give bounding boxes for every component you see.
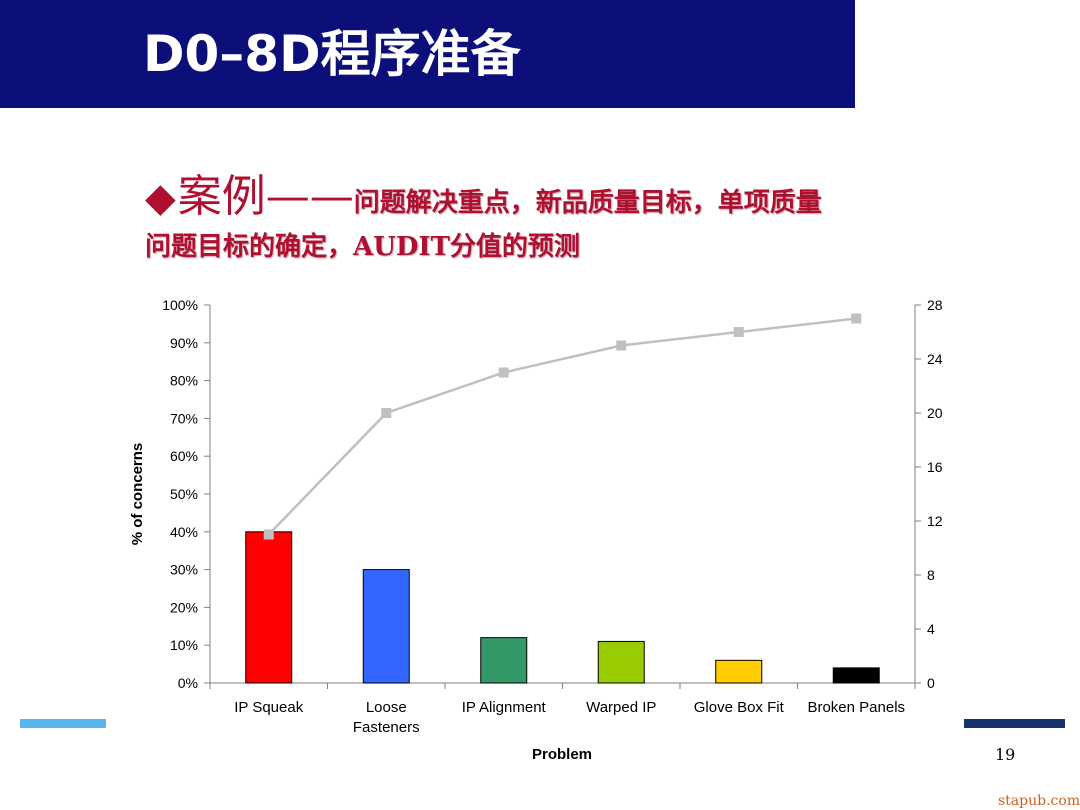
x-axis — [209, 682, 916, 689]
right-tick-label: 28 — [927, 297, 943, 313]
right-tick-label: 24 — [927, 351, 943, 367]
pareto-chart: 0% 10% 20% 30% 40% 50% 60% 70% 80% 90% 100% 0 4 8 12 1… — [129, 297, 943, 763]
heading-line-1: ◆ 案例—— 问题解决重点，新品质量目标，单项质量 — [145, 160, 945, 224]
left-tick-label: 70% — [170, 410, 198, 426]
left-tick-label: 90% — [170, 335, 198, 351]
watermark: stapub.com — [998, 793, 1080, 809]
right-tick-label: 20 — [927, 405, 943, 421]
right-tick-label: 4 — [927, 621, 935, 637]
x-axis-label: Problem — [532, 746, 592, 763]
right-tick-label: 12 — [927, 513, 943, 529]
heading-topics: 问题解决重点，新品质量目标，单项质量 — [353, 188, 822, 218]
bars — [245, 531, 880, 684]
bar — [597, 640, 645, 684]
bar — [362, 569, 410, 684]
y-axis-label: % of concerns — [129, 443, 146, 546]
cumulative-line-path — [267, 317, 857, 536]
cumulative-point — [851, 313, 862, 324]
cumulative-point — [733, 327, 744, 337]
cumulative-line — [263, 313, 862, 540]
left-tick-label: 30% — [170, 562, 198, 578]
slide-title: D0–8D程序准备 — [143, 25, 521, 83]
diamond-bullet-icon: ◆ — [145, 174, 176, 221]
left-tick-label: 100% — [162, 297, 198, 313]
page-number: 19 — [995, 745, 1016, 764]
decor-bar-left — [20, 719, 106, 728]
heading-case-label: 案例—— — [177, 171, 354, 222]
slide-heading: ◆ 案例—— 问题解决重点，新品质量目标，单项质量 问题目标的确定，AUDIT分… — [145, 160, 945, 263]
left-y-axis: 0% 10% 20% 30% 40% 50% 60% 70% 80% 90% 100% — [162, 297, 211, 691]
category-label: IP Squeak — [234, 699, 303, 716]
bar — [480, 637, 528, 684]
cumulative-point — [381, 408, 392, 418]
cumulative-point — [263, 529, 274, 540]
left-tick-label: 50% — [170, 486, 198, 502]
left-tick-label: 80% — [170, 373, 198, 389]
right-tick-label: 16 — [927, 459, 943, 475]
heading-line-2: 问题目标的确定，AUDIT分值的预测 — [145, 232, 580, 262]
right-tick-label: 0 — [927, 675, 935, 691]
left-tick-label: 10% — [170, 637, 198, 653]
title-bar: D0–8D程序准备 — [0, 0, 855, 108]
bar — [245, 531, 293, 684]
bar — [715, 659, 763, 684]
category-label: Fasteners — [353, 719, 420, 736]
category-labels: IP Squeak Loose Fasteners IP Alignment Warpe… — [234, 699, 905, 736]
left-tick-label: 0% — [178, 675, 198, 691]
bar — [832, 667, 880, 684]
cumulative-point — [498, 367, 509, 378]
category-label: Broken Panels — [807, 699, 905, 716]
left-tick-label: 20% — [170, 599, 198, 615]
right-y-axis: 0 4 8 12 16 20 24 28 — [914, 297, 943, 691]
category-label: Glove Box Fit — [694, 699, 785, 716]
category-label: Warped IP — [586, 699, 656, 716]
category-label: Loose — [366, 699, 407, 716]
category-label: IP Alignment — [462, 699, 547, 716]
left-tick-label: 40% — [170, 524, 198, 540]
cumulative-point — [616, 340, 627, 351]
left-tick-label: 60% — [170, 448, 198, 464]
decor-bar-right — [964, 719, 1065, 728]
right-tick-label: 8 — [927, 567, 935, 583]
